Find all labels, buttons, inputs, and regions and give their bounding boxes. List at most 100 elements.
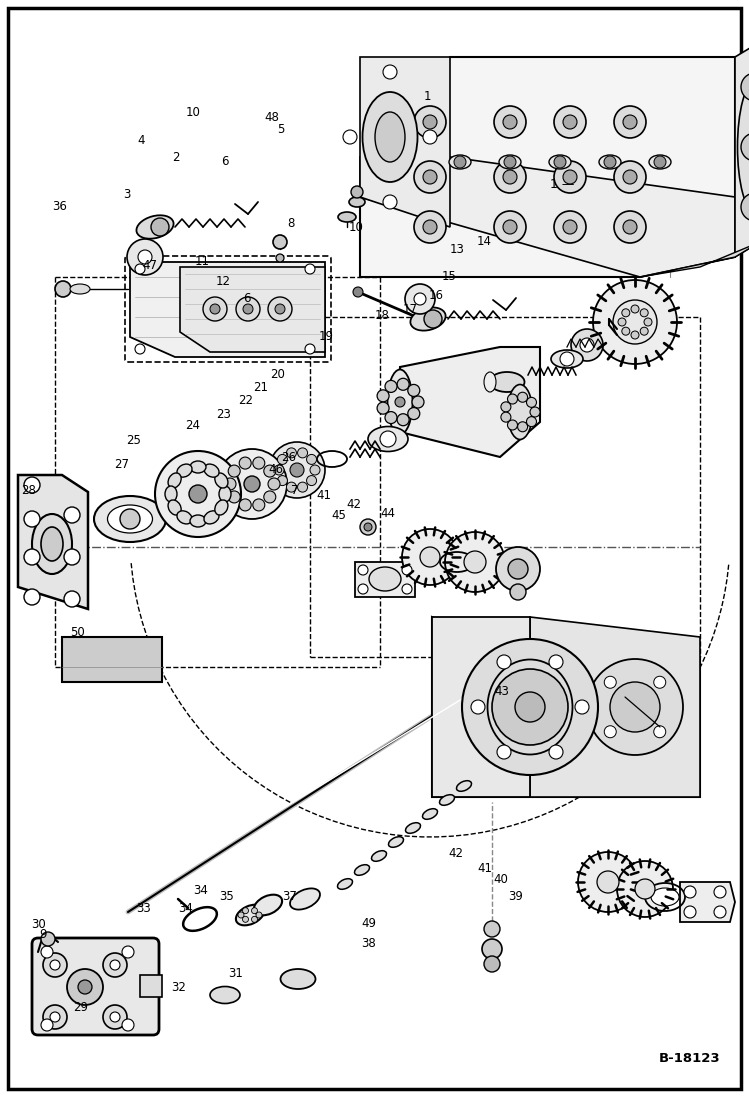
Circle shape — [360, 519, 376, 535]
Circle shape — [395, 397, 405, 407]
Circle shape — [276, 255, 284, 262]
Text: 29: 29 — [73, 1000, 88, 1014]
Ellipse shape — [410, 307, 446, 330]
Circle shape — [239, 499, 251, 511]
Circle shape — [203, 297, 227, 321]
Text: 37: 37 — [282, 890, 297, 903]
Text: 41: 41 — [478, 862, 493, 875]
Circle shape — [504, 156, 516, 168]
Ellipse shape — [177, 464, 192, 477]
Text: 47: 47 — [142, 259, 157, 272]
Text: 41: 41 — [317, 489, 332, 502]
Circle shape — [268, 478, 280, 490]
Circle shape — [510, 584, 526, 600]
Ellipse shape — [368, 427, 408, 452]
Text: 48: 48 — [264, 111, 279, 124]
Polygon shape — [640, 242, 749, 278]
Circle shape — [503, 115, 517, 129]
Ellipse shape — [70, 284, 90, 294]
Circle shape — [402, 529, 458, 585]
Ellipse shape — [456, 781, 472, 791]
Circle shape — [252, 907, 258, 914]
Text: 15: 15 — [442, 270, 457, 283]
Circle shape — [122, 1019, 134, 1031]
Text: 24: 24 — [185, 419, 200, 432]
Text: 32: 32 — [171, 981, 186, 994]
Circle shape — [264, 491, 276, 502]
Circle shape — [64, 507, 80, 523]
Text: 34: 34 — [193, 884, 208, 897]
Circle shape — [402, 565, 412, 575]
Circle shape — [397, 414, 409, 426]
Circle shape — [305, 344, 315, 354]
Circle shape — [508, 394, 518, 404]
Circle shape — [414, 161, 446, 193]
Polygon shape — [680, 882, 735, 921]
Text: 1: 1 — [423, 90, 431, 103]
Circle shape — [554, 211, 586, 244]
Circle shape — [269, 442, 325, 498]
Circle shape — [424, 310, 442, 328]
Circle shape — [407, 384, 419, 396]
Circle shape — [414, 293, 426, 305]
Circle shape — [714, 886, 726, 898]
Circle shape — [138, 250, 152, 264]
Polygon shape — [18, 475, 88, 609]
Circle shape — [454, 156, 466, 168]
Ellipse shape — [190, 514, 206, 527]
Circle shape — [385, 411, 397, 423]
Circle shape — [578, 852, 638, 912]
Circle shape — [604, 726, 616, 738]
Text: 22: 22 — [238, 394, 253, 407]
Text: 11: 11 — [195, 255, 210, 268]
Circle shape — [414, 106, 446, 138]
Ellipse shape — [387, 370, 413, 434]
Circle shape — [631, 305, 639, 313]
Text: 27: 27 — [115, 457, 130, 471]
Text: 12: 12 — [216, 275, 231, 289]
Circle shape — [244, 476, 260, 491]
Text: 8: 8 — [287, 217, 294, 230]
Circle shape — [268, 297, 292, 321]
Ellipse shape — [204, 464, 219, 477]
Ellipse shape — [254, 895, 282, 915]
Ellipse shape — [204, 511, 219, 524]
Circle shape — [397, 378, 409, 391]
Text: 34: 34 — [178, 902, 193, 915]
Text: 13: 13 — [449, 242, 464, 256]
Circle shape — [273, 235, 287, 249]
Circle shape — [423, 115, 437, 129]
Circle shape — [527, 397, 536, 407]
Circle shape — [228, 491, 240, 502]
Ellipse shape — [649, 155, 671, 169]
Circle shape — [494, 211, 526, 244]
Text: 6: 6 — [221, 155, 228, 168]
Ellipse shape — [136, 215, 174, 239]
Ellipse shape — [338, 212, 356, 222]
Text: 31: 31 — [228, 966, 243, 980]
Ellipse shape — [168, 500, 181, 516]
Circle shape — [243, 304, 253, 314]
Circle shape — [297, 482, 308, 493]
Text: 25: 25 — [126, 434, 141, 448]
Circle shape — [286, 448, 297, 457]
Circle shape — [412, 396, 424, 408]
Ellipse shape — [363, 92, 417, 182]
Polygon shape — [432, 617, 700, 798]
Text: 9: 9 — [40, 928, 47, 941]
Circle shape — [127, 239, 163, 275]
Text: B-18123: B-18123 — [658, 1052, 720, 1065]
Text: 21: 21 — [253, 381, 268, 394]
Circle shape — [527, 417, 536, 427]
Circle shape — [110, 960, 120, 970]
Circle shape — [210, 304, 220, 314]
Circle shape — [684, 886, 696, 898]
Circle shape — [575, 700, 589, 714]
Circle shape — [224, 478, 236, 490]
Circle shape — [471, 700, 485, 714]
Circle shape — [503, 220, 517, 234]
Circle shape — [306, 476, 317, 486]
Text: 20: 20 — [270, 367, 285, 381]
Circle shape — [252, 916, 258, 923]
Circle shape — [217, 449, 287, 519]
